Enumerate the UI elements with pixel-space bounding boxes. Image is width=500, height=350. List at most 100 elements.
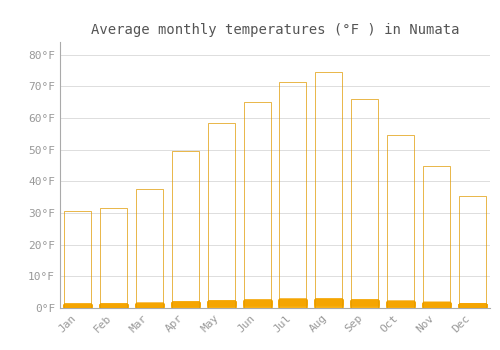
- Bar: [244, 302, 270, 307]
- Bar: [316, 300, 342, 304]
- Bar: [280, 303, 306, 307]
- Bar: [351, 303, 378, 307]
- Bar: [458, 306, 485, 308]
- Bar: [244, 303, 270, 307]
- Bar: [458, 306, 485, 308]
- Bar: [244, 301, 270, 305]
- Bar: [136, 303, 163, 306]
- Bar: [280, 302, 306, 307]
- Bar: [64, 306, 92, 307]
- Bar: [64, 306, 92, 308]
- Bar: [172, 305, 199, 308]
- Bar: [387, 302, 414, 306]
- Bar: [280, 300, 306, 304]
- Bar: [280, 303, 306, 307]
- Bar: [387, 303, 414, 307]
- Bar: [172, 303, 199, 306]
- Bar: [244, 302, 270, 306]
- Bar: [280, 302, 306, 306]
- Bar: [64, 305, 92, 307]
- Bar: [136, 305, 163, 307]
- Bar: [208, 304, 234, 308]
- Bar: [172, 304, 199, 307]
- Bar: [458, 304, 485, 306]
- Bar: [423, 303, 450, 306]
- Bar: [387, 135, 414, 308]
- Bar: [64, 305, 92, 307]
- Bar: [387, 303, 414, 307]
- Bar: [100, 306, 127, 308]
- Bar: [316, 303, 342, 308]
- Bar: [351, 301, 378, 306]
- Bar: [423, 305, 450, 308]
- Bar: [280, 300, 306, 304]
- Bar: [244, 301, 270, 305]
- Bar: [387, 303, 414, 307]
- Bar: [64, 306, 92, 308]
- Bar: [280, 301, 306, 306]
- Bar: [208, 302, 234, 306]
- Bar: [100, 304, 127, 306]
- Bar: [351, 303, 378, 308]
- Bar: [244, 301, 270, 306]
- Bar: [458, 305, 485, 307]
- Bar: [280, 82, 306, 308]
- Bar: [100, 304, 127, 307]
- Bar: [136, 304, 163, 306]
- Bar: [280, 303, 306, 307]
- Title: Average monthly temperatures (°F ) in Numata: Average monthly temperatures (°F ) in Nu…: [91, 23, 459, 37]
- Bar: [244, 302, 270, 306]
- Bar: [280, 301, 306, 305]
- Bar: [387, 304, 414, 308]
- Bar: [244, 301, 270, 306]
- Bar: [387, 304, 414, 308]
- Bar: [100, 306, 127, 308]
- Bar: [244, 300, 270, 304]
- Bar: [387, 303, 414, 307]
- Bar: [64, 306, 92, 308]
- Bar: [387, 303, 414, 307]
- Bar: [316, 301, 342, 306]
- Bar: [64, 305, 92, 307]
- Bar: [316, 301, 342, 306]
- Bar: [244, 302, 270, 307]
- Bar: [64, 304, 92, 306]
- Bar: [458, 303, 485, 306]
- Bar: [458, 303, 485, 306]
- Bar: [280, 300, 306, 305]
- Bar: [136, 306, 163, 308]
- Bar: [172, 302, 199, 305]
- Bar: [172, 302, 199, 306]
- Bar: [351, 301, 378, 306]
- Bar: [458, 305, 485, 307]
- Bar: [136, 303, 163, 306]
- Bar: [244, 301, 270, 305]
- Bar: [208, 304, 234, 308]
- Bar: [136, 304, 163, 307]
- Bar: [458, 304, 485, 307]
- Bar: [387, 304, 414, 308]
- Bar: [208, 303, 234, 307]
- Bar: [136, 305, 163, 308]
- Bar: [458, 305, 485, 308]
- Bar: [458, 306, 485, 308]
- Bar: [208, 302, 234, 306]
- Bar: [351, 301, 378, 306]
- Bar: [387, 303, 414, 306]
- Bar: [100, 306, 127, 308]
- Bar: [280, 299, 306, 304]
- Bar: [423, 304, 450, 307]
- Bar: [244, 302, 270, 306]
- Bar: [387, 303, 414, 306]
- Bar: [100, 305, 127, 307]
- Bar: [387, 301, 414, 305]
- Bar: [280, 300, 306, 305]
- Bar: [387, 304, 414, 307]
- Bar: [244, 303, 270, 307]
- Bar: [280, 303, 306, 308]
- Bar: [387, 304, 414, 307]
- Bar: [458, 304, 485, 307]
- Bar: [244, 302, 270, 306]
- Bar: [387, 302, 414, 306]
- Bar: [458, 304, 485, 307]
